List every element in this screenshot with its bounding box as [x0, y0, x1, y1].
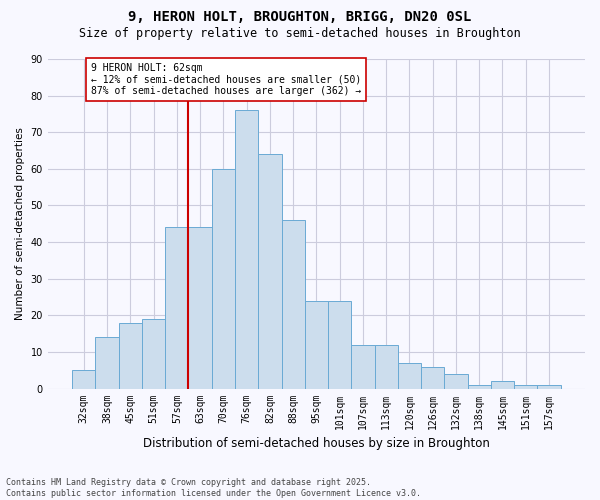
- Bar: [119, 322, 142, 388]
- Text: 9 HERON HOLT: 62sqm
← 12% of semi-detached houses are smaller (50)
87% of semi-d: 9 HERON HOLT: 62sqm ← 12% of semi-detach…: [91, 62, 361, 96]
- Bar: [491, 381, 514, 388]
- Bar: [514, 385, 538, 388]
- Bar: [305, 300, 328, 388]
- Bar: [351, 344, 374, 389]
- Bar: [421, 366, 445, 388]
- Bar: [281, 220, 305, 388]
- Bar: [72, 370, 95, 388]
- Y-axis label: Number of semi-detached properties: Number of semi-detached properties: [15, 128, 25, 320]
- Bar: [328, 300, 351, 388]
- Bar: [212, 169, 235, 388]
- Bar: [95, 338, 119, 388]
- Bar: [235, 110, 258, 388]
- Bar: [165, 228, 188, 388]
- Text: Size of property relative to semi-detached houses in Broughton: Size of property relative to semi-detach…: [79, 28, 521, 40]
- Bar: [142, 319, 165, 388]
- X-axis label: Distribution of semi-detached houses by size in Broughton: Distribution of semi-detached houses by …: [143, 437, 490, 450]
- Bar: [398, 363, 421, 388]
- Bar: [374, 344, 398, 389]
- Bar: [188, 228, 212, 388]
- Text: Contains HM Land Registry data © Crown copyright and database right 2025.
Contai: Contains HM Land Registry data © Crown c…: [6, 478, 421, 498]
- Bar: [445, 374, 467, 388]
- Bar: [538, 385, 560, 388]
- Bar: [467, 385, 491, 388]
- Bar: [258, 154, 281, 388]
- Text: 9, HERON HOLT, BROUGHTON, BRIGG, DN20 0SL: 9, HERON HOLT, BROUGHTON, BRIGG, DN20 0S…: [128, 10, 472, 24]
